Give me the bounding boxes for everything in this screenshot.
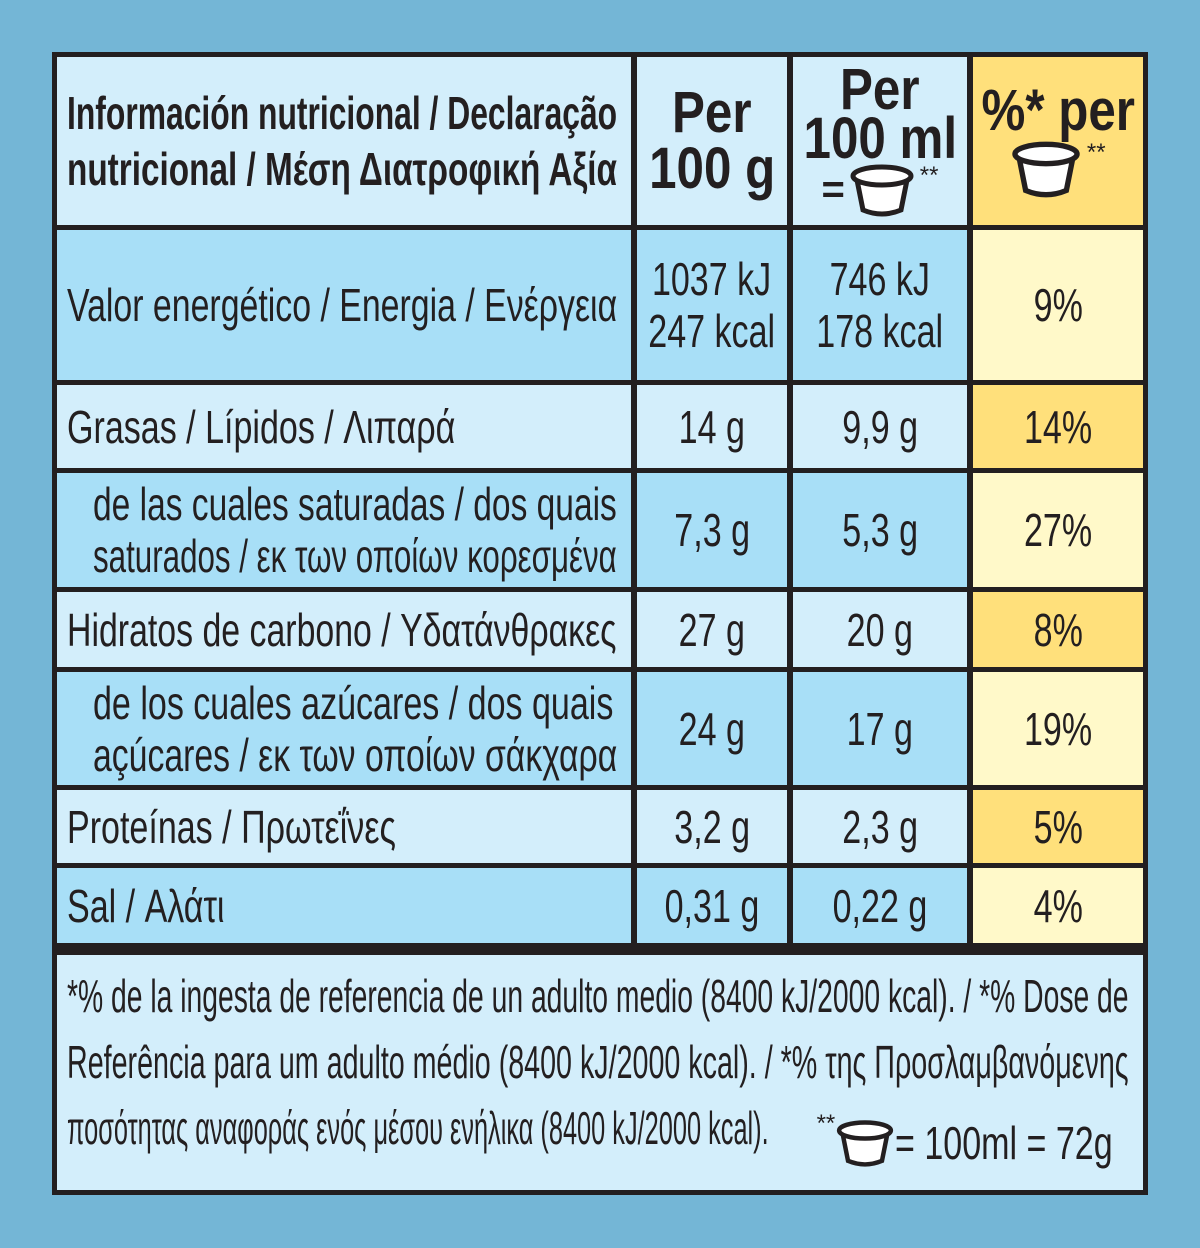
value-per-100g-text: 0,31 g [664,879,760,932]
header-per-100g: Per 100 g [637,57,787,225]
percent-reference-intake-text: 14% [1023,400,1093,453]
nutrient-label-text: Valor energético / Energia / Ενέργεια [67,279,618,331]
nutrient-label: Proteínas / Πρωτεΐνες [57,790,631,863]
value-per-100g: 7,3 g [637,473,787,587]
footnote-line2: Referência para um adulto médio (8400 kJ… [67,1036,1129,1088]
nutrient-label-text: Hidratos de carbono / Υδατάνθρακες [67,603,617,656]
double-asterisk: ** [1086,139,1106,166]
header-per-100g-line2: 100 g [648,136,776,201]
header-per-100ml-line1: Per [840,57,920,122]
double-asterisk: ** [919,162,939,189]
nutrient-label: Valor energético / Energia / Ενέργεια [57,230,631,380]
value-per-100g-text: 247 kcal [648,305,776,357]
percent-reference-intake-text: 5% [1033,800,1083,853]
value-per-100ml: 746 kJ 178 kcal [793,230,967,380]
percent-reference-intake-text: 4% [1033,879,1083,932]
value-per-100ml-text: 746 kJ [829,253,931,305]
header-per-100ml: Per 100 ml = ** [793,57,967,225]
nutrition-table: Información nutricional / Declaração nutr… [52,52,1148,1195]
value-per-100ml: 0,22 g [793,868,967,943]
nutrient-label-text: Proteínas / Πρωτεΐνες [67,800,396,853]
footnote-line3: ποσότητας αναφοράς ενός μέσου ενήλικα (8… [67,1102,769,1154]
percent-reference-intake-text: 19% [1023,702,1093,755]
value-per-100g-text: 7,3 g [674,504,750,556]
equals-sign: = [821,167,845,212]
value-per-100ml: 9,9 g [793,385,967,468]
percent-reference-intake-text: 8% [1033,603,1083,656]
nutrient-label-text: de las cuales saturadas / dos quais [93,478,617,530]
percent-reference-intake: 8% [973,592,1143,667]
value-per-100ml-text: 20 g [846,603,914,656]
percent-reference-intake: 9% [973,230,1143,380]
value-per-100ml-text: 178 kcal [816,305,944,357]
header-per-100ml-line2: 100 ml [803,106,957,171]
value-per-100g: 27 g [637,592,787,667]
double-asterisk: ** [816,1110,836,1137]
value-per-100ml-text: 0,22 g [832,879,928,932]
value-per-100ml: 17 g [793,672,967,785]
value-per-100g-text: 27 g [678,603,746,656]
tub-icon [837,1120,894,1167]
nutrient-label-text: Grasas / Lípidos / Λιπαρά [67,400,456,453]
value-per-100ml-text: 2,3 g [842,800,918,853]
header-label-line1: Información nutricional / Declaração [67,87,618,139]
footnote-line1: *% de la ingesta de referencia de un adu… [67,970,1129,1022]
header-label: Información nutricional / Declaração nutr… [57,57,631,225]
footnote: *% de la ingesta de referencia de un adu… [57,955,1143,1190]
value-per-100g-text: 1037 kJ [652,253,772,305]
nutrient-label: Hidratos de carbono / Υδατάνθρακες [57,592,631,667]
nutrient-label-text: Sal / Αλάτι [67,879,225,932]
percent-reference-intake: 14% [973,385,1143,468]
nutrient-label: Sal / Αλάτι [57,868,631,943]
value-per-100g: 24 g [637,672,787,785]
tub-icon [1012,141,1081,198]
value-per-100g-text: 3,2 g [674,800,750,853]
value-per-100ml: 5,3 g [793,473,967,587]
percent-reference-intake: 19% [973,672,1143,785]
nutrient-label: de las cuales saturadas / dos quais satur… [57,473,631,587]
value-per-100ml-text: 9,9 g [842,400,918,453]
nutrient-label-text: de los cuales azúcares / dos quais [93,676,614,729]
serving-text: = 100ml = 72g [895,1117,1113,1169]
percent-reference-intake-text: 27% [1023,504,1093,556]
value-per-100g-text: 14 g [678,400,746,453]
percent-reference-intake: 5% [973,790,1143,863]
value-per-100ml-text: 5,3 g [842,504,918,556]
serving-size: ** = 100ml = 72g [817,1110,1113,1176]
tub-icon [850,164,914,217]
percent-reference-intake: 4% [973,868,1143,943]
nutrient-label: de los cuales azúcares / dos quais açúcar… [57,672,631,785]
header-percent-label: %* per [981,78,1135,143]
percent-reference-intake-text: 9% [1033,279,1083,331]
value-per-100ml-text: 17 g [846,702,914,755]
header-per-100g-line1: Per [672,80,752,145]
nutrient-label-text: açúcares / εκ των οποίων σάκχαρα [93,728,618,781]
value-per-100ml: 2,3 g [793,790,967,863]
nutrient-label: Grasas / Lípidos / Λιπαρά [57,385,631,468]
value-per-100g: 14 g [637,385,787,468]
nutrient-label-text: saturados / εκ των οποίων κορεσμένα [93,530,617,582]
value-per-100g: 3,2 g [637,790,787,863]
percent-reference-intake: 27% [973,473,1143,587]
value-per-100g: 0,31 g [637,868,787,943]
header-label-line2: nutricional / Μέση Διατροφική Αξία [67,143,617,195]
value-per-100g-text: 24 g [678,702,746,755]
value-per-100ml: 20 g [793,592,967,667]
header-percent: %* per ** [973,57,1143,225]
value-per-100g: 1037 kJ 247 kcal [637,230,787,380]
